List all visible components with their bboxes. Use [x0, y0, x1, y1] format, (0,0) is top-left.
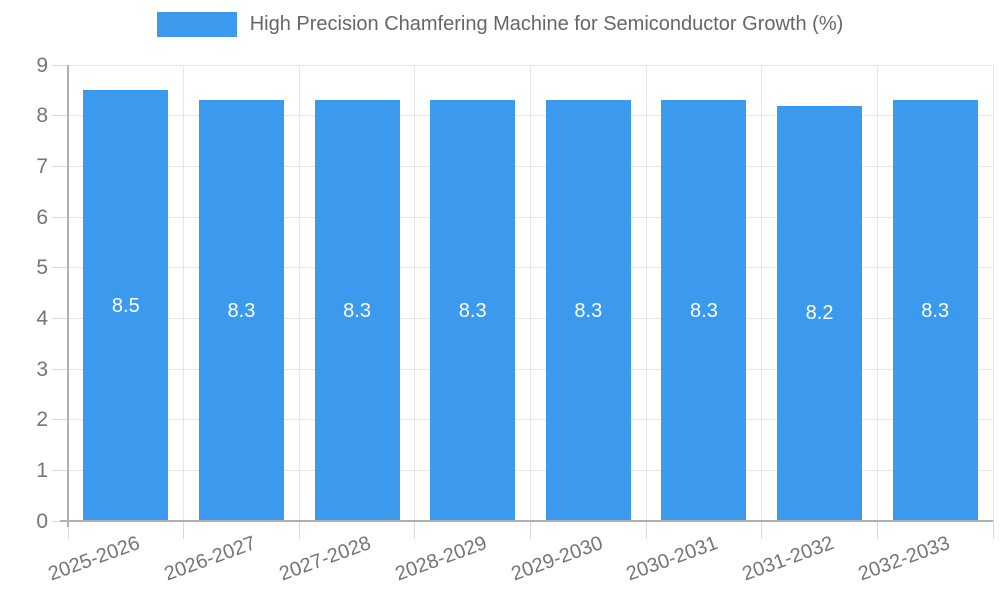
x-tick-label: 2026-2027	[161, 532, 259, 586]
bar-value-label: 8.2	[805, 302, 834, 325]
x-tick-mark	[876, 521, 878, 539]
x-tick-mark	[761, 521, 763, 539]
y-tick-mark	[52, 115, 68, 117]
x-gridline	[645, 65, 647, 521]
x-tick-label: 2029-2030	[508, 532, 606, 586]
bar: 8.3	[892, 100, 978, 521]
bar: 8.3	[314, 100, 400, 521]
x-tick-mark	[414, 521, 416, 539]
bar-value-label: 8.3	[921, 299, 950, 322]
y-tick-mark	[52, 267, 68, 269]
bar-value-label: 8.5	[111, 294, 140, 317]
bar: 8.3	[545, 100, 631, 521]
x-tick-label: 2032-2033	[854, 532, 953, 586]
bar: 8.3	[198, 100, 284, 521]
bar: 8.2	[777, 105, 863, 521]
x-tick-label: 2030-2031	[623, 532, 722, 586]
x-gridline	[761, 65, 763, 521]
y-tick-label: 4	[36, 306, 48, 330]
y-axis-line	[67, 65, 69, 527]
x-tick-mark	[67, 521, 69, 539]
bar-value-label: 8.3	[343, 299, 371, 322]
y-tick-label: 2	[36, 408, 48, 432]
x-gridline	[183, 65, 185, 521]
bar-value-label: 8.3	[690, 299, 718, 322]
y-tick-label: 9	[36, 53, 48, 77]
x-axis-line	[60, 520, 993, 522]
y-tick-label: 3	[36, 357, 48, 381]
y-tick-mark	[52, 317, 68, 319]
y-tick-mark	[52, 216, 68, 218]
x-gridline	[298, 65, 300, 521]
bar: 8.3	[430, 100, 516, 521]
x-tick-mark	[183, 521, 185, 539]
x-tick-label: 2027-2028	[276, 532, 375, 586]
y-tick-label: 5	[36, 256, 48, 280]
y-tick-label: 7	[36, 154, 48, 178]
chart-legend: High Precision Chamfering Machine for Se…	[0, 12, 1000, 37]
x-gridline	[876, 65, 878, 521]
y-tick-mark	[52, 165, 68, 167]
y-tick-mark	[52, 469, 68, 471]
x-tick-label: 2031-2032	[739, 532, 837, 586]
x-tick-label: 2028-2029	[392, 532, 490, 586]
x-gridline	[530, 65, 531, 521]
bar-value-label: 8.3	[574, 299, 603, 322]
x-tick-mark	[992, 521, 994, 539]
bar: 8.3	[661, 100, 747, 521]
legend-label: High Precision Chamfering Machine for Se…	[249, 13, 844, 35]
y-tick-mark	[52, 419, 68, 421]
x-tick-mark	[645, 521, 647, 539]
y-tick-mark	[52, 64, 68, 66]
legend-swatch-icon	[156, 12, 237, 37]
y-tick-label: 1	[36, 458, 48, 482]
y-tick-label: 8	[36, 104, 48, 128]
plot-area: 8.5 8.3 8.3 8.3 8.3 8.3 8.2 8.3 0 1 2 3 4 5 6 7 8 9 2025-…	[36, 55, 994, 585]
y-tick-label: 6	[36, 205, 48, 229]
x-tick-label: 2025-2026	[45, 532, 143, 586]
x-tick-mark	[530, 521, 531, 539]
x-gridline	[414, 65, 416, 521]
x-gridline	[992, 65, 994, 521]
y-tick-label: 0	[36, 509, 48, 533]
x-tick-mark	[298, 521, 300, 539]
y-tick-mark	[52, 368, 68, 370]
bar-value-label: 8.3	[458, 299, 487, 322]
bar-value-label: 8.3	[227, 299, 256, 322]
bar: 8.5	[83, 90, 169, 521]
